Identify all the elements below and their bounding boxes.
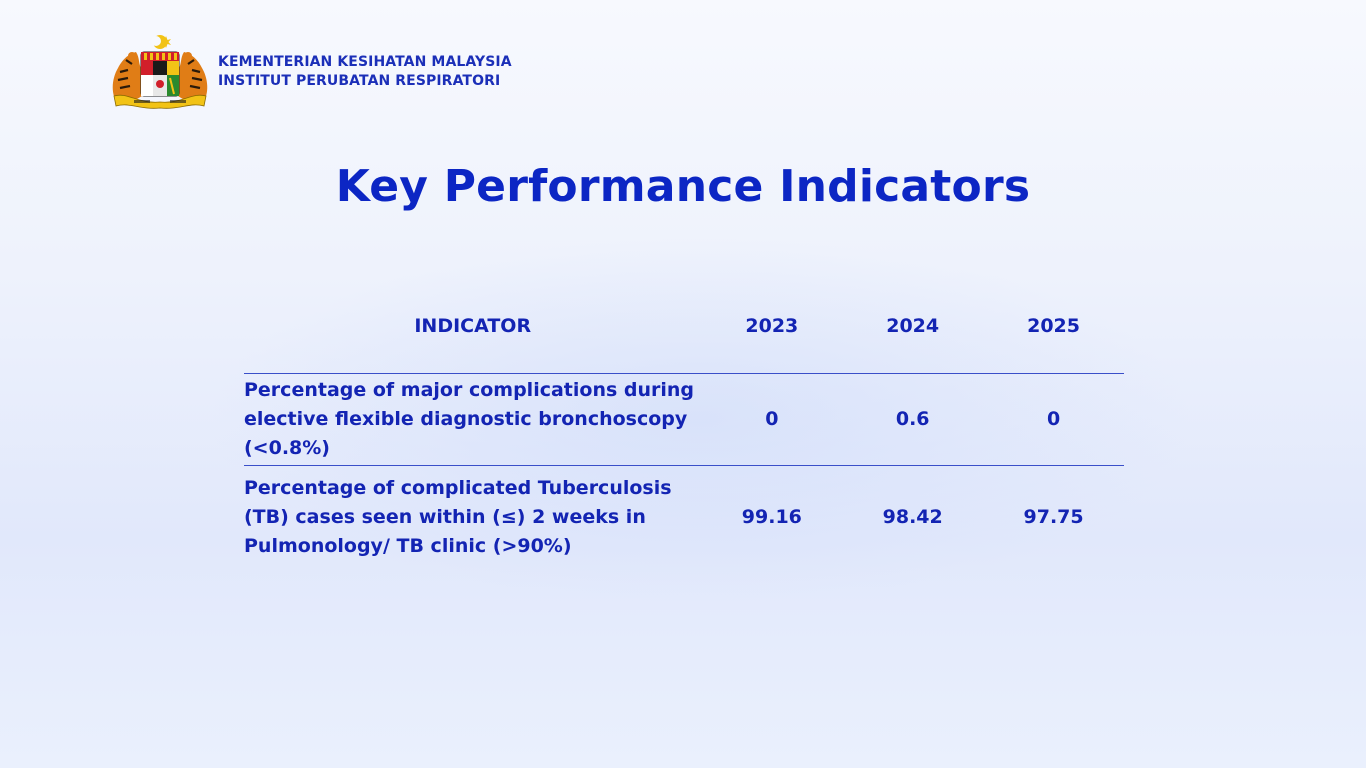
organization-name: KEMENTERIAN KESIHATAN MALAYSIA INSTITUT … <box>218 53 512 91</box>
page-header: KEMENTERIAN KESIHATAN MALAYSIA INSTITUT … <box>108 34 512 110</box>
value-cell-2023: 0 <box>765 407 779 430</box>
value-cell-2025: 0 <box>1046 407 1061 430</box>
table-row: Percentage of major complications during… <box>244 373 1124 465</box>
kpi-table: INDICATOR 2023 2024 2025 Percentage of m… <box>244 290 1124 569</box>
table-row: Percentage of complicated Tuberculosis (… <box>244 465 1124 569</box>
malaysia-coat-of-arms-icon <box>112 35 208 109</box>
value-cell-2024: 98.42 <box>882 505 943 528</box>
column-header-2025: 2025 <box>1027 314 1080 337</box>
column-header-indicator: INDICATOR <box>414 314 532 337</box>
institute-name: INSTITUT PERUBATAN RESPIRATORI <box>218 73 501 89</box>
value-cell-2025: 97.75 <box>1023 505 1084 528</box>
column-header-2023: 2023 <box>745 314 799 337</box>
column-header-2024: 2024 <box>886 314 940 337</box>
indicator-cell: Percentage of major complications during… <box>244 378 695 459</box>
page-title: Key Performance Indicators <box>335 161 1031 212</box>
table-header-row: INDICATOR 2023 2024 2025 <box>244 290 1124 373</box>
ministry-name: KEMENTERIAN KESIHATAN MALAYSIA <box>218 54 512 70</box>
value-cell-2024: 0.6 <box>895 407 930 430</box>
value-cell-2023: 99.16 <box>741 505 802 528</box>
indicator-cell: Percentage of complicated Tuberculosis (… <box>244 476 672 557</box>
